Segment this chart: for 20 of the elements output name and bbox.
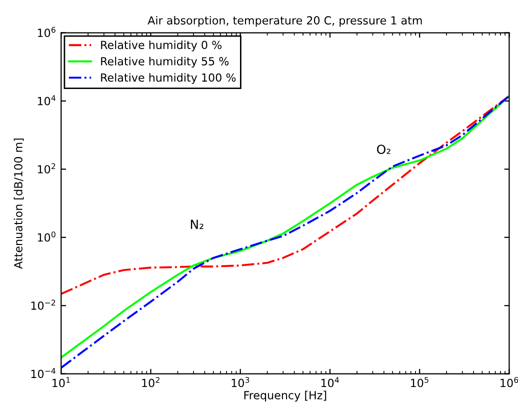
legend-label: Relative humidity 0 % [101, 40, 222, 52]
x-tick-label: 10$^{5}$ [411, 377, 428, 388]
annotation: N₂ [190, 220, 204, 229]
x-axis-title: Frequency [Hz] [244, 390, 326, 402]
x-tick-label: 10$^{4}$ [321, 377, 339, 388]
chart-title: Air absorption, temperature 20 C, pressure 1 atm [148, 16, 422, 27]
legend-label: Relative humidity 55 % [101, 56, 229, 68]
x-tick-label: 10$^{2}$ [142, 376, 160, 388]
y-tick-label: 10$^{4}$ [38, 95, 56, 106]
y-tick-label: 10$^{−2}$ [31, 300, 56, 310]
legend-label: Relative humidity 100 % [101, 73, 236, 84]
y-tick-label: 10$^{0}$ [38, 231, 56, 242]
annotation: O₂ [377, 144, 390, 154]
y-axis-title: Attenuation [dB/100 m] [14, 138, 24, 269]
y-tick-label: 10$^{2}$ [38, 163, 56, 174]
y-tick-label: 10$^{6}$ [38, 26, 56, 38]
y-tick-label: 10$^{−4}$ [31, 368, 56, 378]
x-tick-label: 10$^{3}$ [232, 376, 250, 388]
x-tick-label: 10$^{6}$ [500, 376, 518, 388]
x-tick-label: 10$^{1}$ [52, 377, 70, 388]
